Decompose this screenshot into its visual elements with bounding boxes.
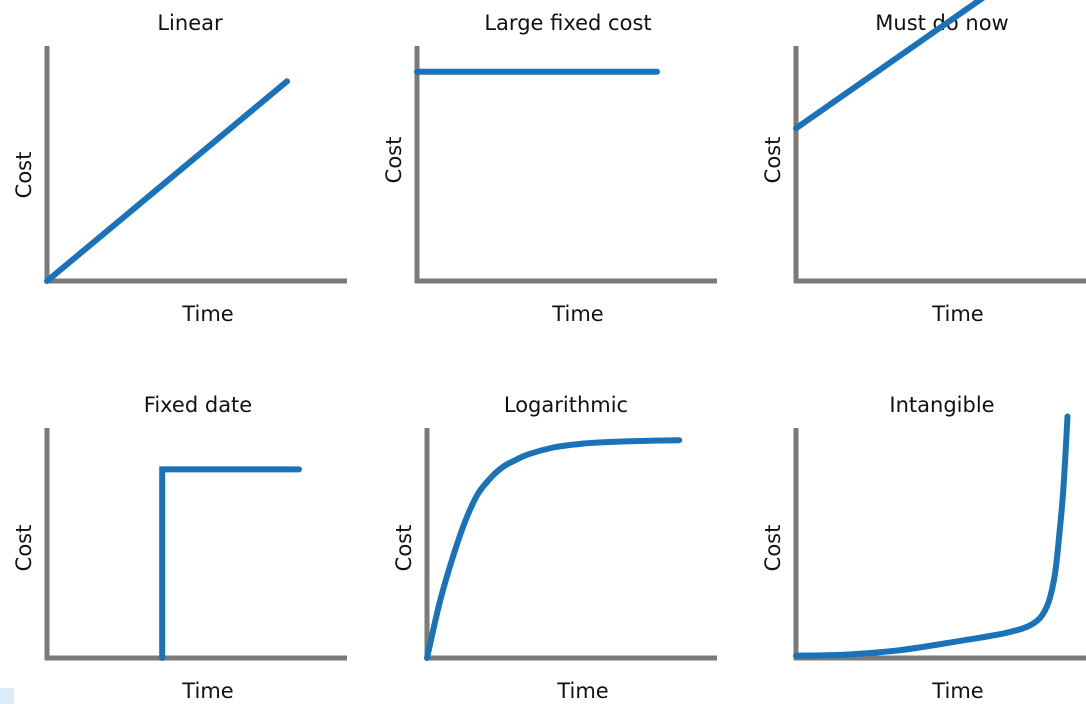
y-axis-label: Cost: [12, 152, 36, 199]
bottom-edge-tint: [0, 688, 14, 704]
x-axis-label: Time: [556, 679, 608, 703]
series-line: [44, 78, 290, 284]
y-axis-label: Cost: [12, 525, 36, 572]
x-axis-label: Time: [931, 302, 983, 326]
chart-panel-2: Large fixed cost Time Cost: [382, 11, 717, 326]
panel-title: Intangible: [889, 393, 994, 417]
chart-panel-6: Intangible Time Cost: [761, 393, 1086, 703]
series-line: [424, 437, 683, 661]
chart-panel-1: Linear Time Cost: [12, 11, 347, 326]
series-line: [793, 0, 986, 132]
series-line: [159, 466, 302, 661]
y-axis-label: Cost: [382, 137, 406, 184]
panel-title: Linear: [157, 11, 223, 35]
x-axis-label: Time: [551, 302, 603, 326]
x-axis-label: Time: [181, 302, 233, 326]
y-axis-label: Cost: [761, 525, 785, 572]
chart-panel-5: Logarithmic Time Cost: [392, 393, 717, 703]
panel-title: Fixed date: [144, 393, 252, 417]
chart-panel-4: Fixed date Time Cost: [12, 393, 347, 703]
x-axis-label: Time: [931, 679, 983, 703]
panel-title: Logarithmic: [504, 393, 628, 417]
y-axis-label: Cost: [392, 525, 416, 572]
x-axis-label: Time: [181, 679, 233, 703]
series-line: [793, 413, 1071, 659]
y-axis-label: Cost: [761, 137, 785, 184]
panel-title: Large fixed cost: [484, 11, 651, 35]
